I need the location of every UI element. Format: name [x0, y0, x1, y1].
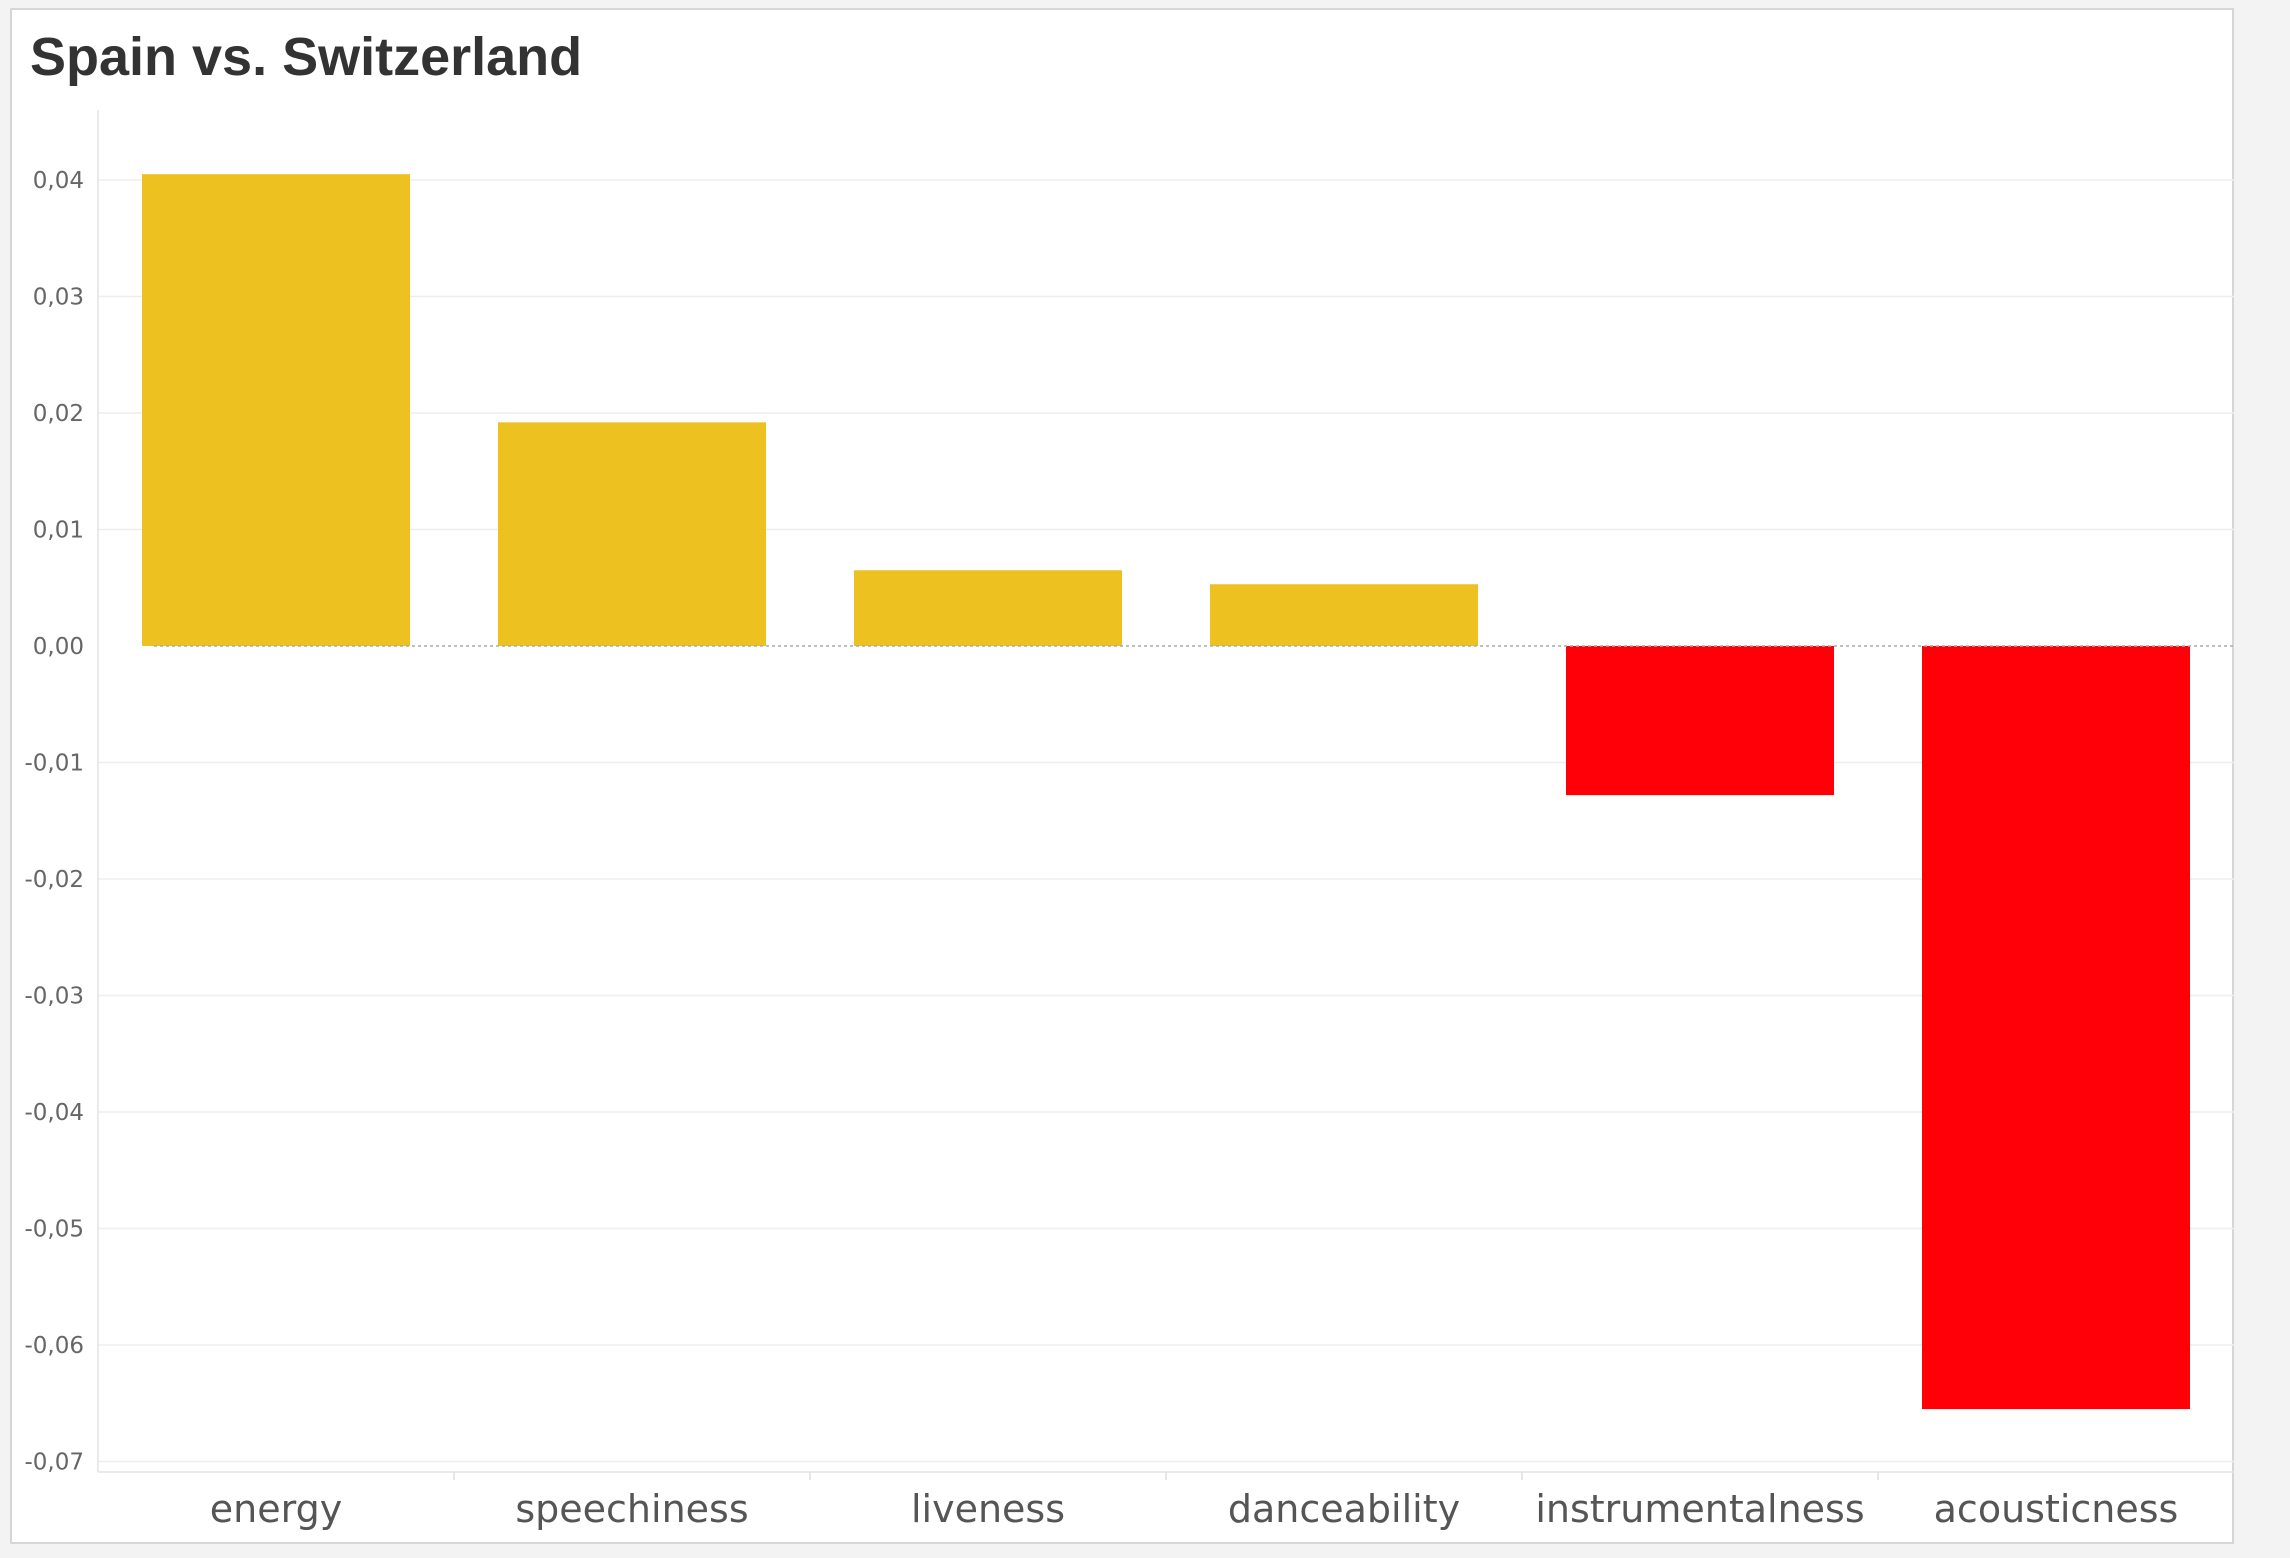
y-tick-label: 0,00 — [33, 634, 84, 660]
y-tick-label: -0,04 — [24, 1100, 84, 1126]
bar-danceability[interactable] — [1210, 584, 1478, 646]
y-tick-label: 0,04 — [33, 168, 84, 194]
y-tick-label: -0,05 — [24, 1217, 84, 1243]
bar-speechiness[interactable] — [498, 422, 766, 646]
x-tick-label: acousticness — [1934, 1487, 2179, 1531]
bar-chart: 0,04 0,03 0,02 0,01 0,00 -0,01 -0,02 -0,03 -0,04… — [24, 110, 2234, 1531]
bar-acousticness[interactable] — [1922, 646, 2190, 1410]
y-tick-label: -0,03 — [24, 984, 84, 1010]
y-tick-label: -0,01 — [24, 751, 84, 777]
y-tick-label: 0,02 — [33, 401, 84, 427]
y-tick-label: 0,01 — [33, 518, 84, 544]
bar-energy[interactable] — [142, 174, 410, 647]
x-tick-label: energy — [210, 1487, 342, 1531]
y-tick-label: -0,02 — [24, 867, 84, 893]
x-tick-label: speechiness — [515, 1487, 748, 1531]
chart-frame: Spain vs. Switzerland 0,04 0,03 0,02 0,01 0,… — [10, 8, 2234, 1544]
chart-title: Spain vs. Switzerland — [30, 27, 583, 87]
y-tick-label: -0,07 — [24, 1450, 84, 1476]
x-tick-label: danceability — [1228, 1487, 1460, 1531]
bar-instrumentalness[interactable] — [1566, 646, 1834, 796]
x-tick-label: liveness — [911, 1487, 1065, 1531]
y-tick-label: -0,06 — [24, 1333, 84, 1359]
y-tick-label: 0,03 — [33, 285, 84, 311]
bar-liveness[interactable] — [854, 570, 1122, 646]
x-tick-label: instrumentalness — [1535, 1487, 1864, 1531]
